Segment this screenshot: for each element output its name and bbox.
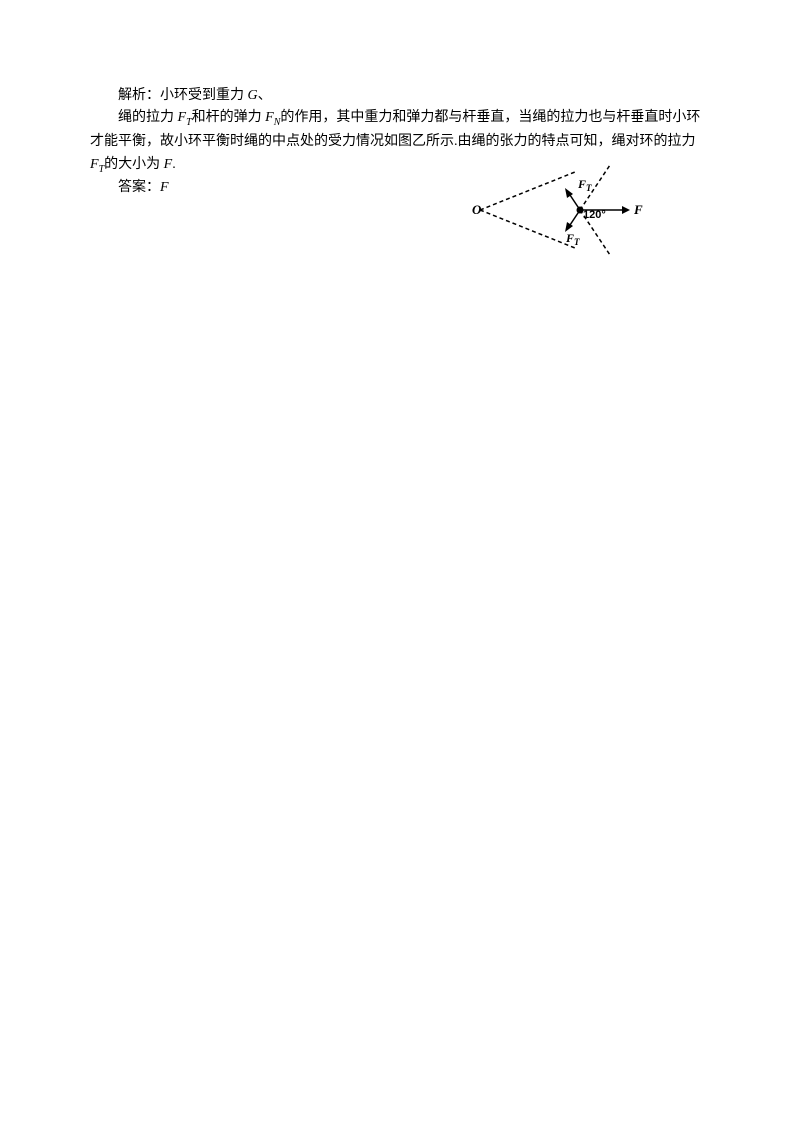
text-segment: 绳的拉力 [118,110,178,125]
origin-label: O [472,202,482,217]
force-diagram: O F FT FT 120° [470,160,670,260]
variable-G: G [248,88,258,103]
angle-label: 120° [583,209,606,221]
text-segment: 、 [258,88,272,103]
force-diagram-svg: O F FT FT 120° [470,160,670,260]
variable-F: F [164,157,173,172]
variable-F-answer: F [160,180,169,195]
variable-FT2: F [90,157,99,172]
force-F-label: F [633,202,643,217]
text-segment: . [172,157,176,172]
FT-upper-label: FT [577,177,592,193]
variable-FN: F [265,110,274,125]
text-segment: 解析：小环受到重力 [118,88,248,103]
text-segment: 答案： [118,180,160,195]
text-segment: 和杆的弹力 [192,110,266,125]
FT-lower-label: FT [565,231,580,247]
dashed-line-lower [480,210,575,248]
dashed-line-upper [480,172,575,210]
text-segment: 的大小为 [104,157,164,172]
force-F-arrowhead [622,206,630,214]
variable-FT: F [178,110,187,125]
analysis-line-1: 解析：小环受到重力 G、 [90,85,710,107]
